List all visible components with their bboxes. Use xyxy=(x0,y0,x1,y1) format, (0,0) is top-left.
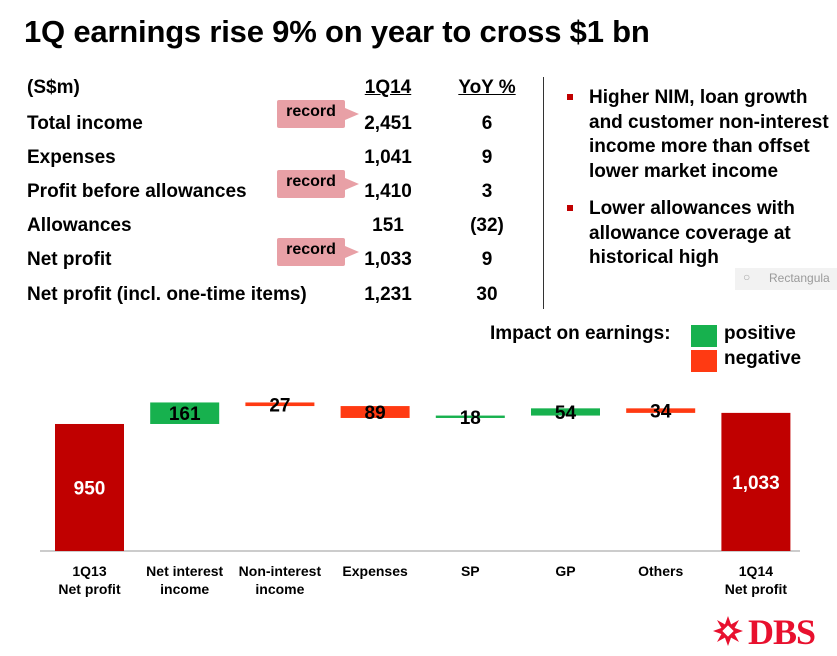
row-label-net-profit-incl-one-time: Net profit (incl. one-time items) xyxy=(27,284,307,305)
legend-swatch-positive xyxy=(691,325,717,347)
divider xyxy=(543,77,544,309)
row-label-profit-before-allowances: Profit before allowances xyxy=(27,181,247,202)
category-label-line: Net profit xyxy=(724,581,787,597)
category-label-line: 1Q14 xyxy=(738,563,774,579)
category-label-7: 1Q14 Net profit xyxy=(701,562,811,598)
row-value-allowances: 151 xyxy=(372,215,404,236)
category-label-line: income xyxy=(255,581,305,597)
ghost-text: Rectangula xyxy=(769,271,830,285)
category-label-3: Expenses xyxy=(320,562,430,580)
row-yoy-expenses: 9 xyxy=(481,147,493,168)
record-callout-profit-before-allowances: record xyxy=(277,170,363,198)
category-label-line: 1Q13 xyxy=(72,563,107,579)
row-value-net-profit: 1,033 xyxy=(364,249,412,270)
row-label-allowances: Allowances xyxy=(27,215,132,236)
legend-title: Impact on earnings: xyxy=(490,323,671,344)
bullet-square-icon xyxy=(567,205,573,211)
category-label-line: SP xyxy=(460,563,480,579)
category-label-line: Non-interest xyxy=(238,563,322,579)
row-label-net-profit: Net profit xyxy=(27,249,112,270)
data-label-4: 18 xyxy=(460,408,481,429)
column-header-1q14: 1Q14 xyxy=(364,77,412,98)
record-callout-net-profit: record xyxy=(277,238,363,266)
data-label-1: 161 xyxy=(169,404,201,425)
category-label-line: GP xyxy=(555,563,576,579)
bar-5 xyxy=(531,408,600,416)
record-callout-total-income: record xyxy=(277,100,363,128)
data-label-7: 1,033 xyxy=(732,473,780,494)
row-label-total-income: Total income xyxy=(27,113,143,134)
legend-label-negative: negative xyxy=(724,348,802,369)
bar-0 xyxy=(55,423,124,551)
dbs-logo: DBS xyxy=(713,612,825,652)
category-label-line: Net profit xyxy=(58,581,121,597)
legend-label-positive: positive xyxy=(724,323,796,344)
bar-2 xyxy=(245,402,315,407)
category-label-0: 1Q13 Net profit xyxy=(35,562,145,598)
data-label-0: 950 xyxy=(74,478,106,499)
highlight-text: Higher NIM, loan growth and customer non… xyxy=(589,87,829,182)
data-label-6: 34 xyxy=(650,402,672,423)
data-label-5: 54 xyxy=(555,403,577,424)
category-label-1: Net interest income xyxy=(130,562,240,598)
row-value-net-profit-incl-one-time: 1,231 xyxy=(364,284,412,305)
category-label-6: Others xyxy=(606,562,716,580)
row-value-total-income: 2,451 xyxy=(364,113,412,134)
record-label: record xyxy=(286,103,336,120)
category-label-line: Net interest xyxy=(146,563,224,579)
highlight-text: Lower allowances with allowance coverage… xyxy=(589,198,795,268)
category-label-5: GP xyxy=(511,562,621,580)
record-label: record xyxy=(286,173,336,190)
category-label-2: Non-interest income xyxy=(225,562,335,598)
row-yoy-net-profit: 9 xyxy=(481,249,493,270)
bar-4 xyxy=(435,415,505,418)
unit-header: (S$m) xyxy=(27,77,80,98)
data-label-3: 89 xyxy=(365,403,386,424)
row-value-expenses: 1,041 xyxy=(364,147,412,168)
row-yoy-allowances: (32) xyxy=(470,215,504,236)
highlights-list: Higher NIM, loan growth and customer non… xyxy=(565,86,833,284)
logo-wordmark: DBS xyxy=(748,612,816,652)
bar-7 xyxy=(721,412,791,551)
highlight-item: Higher NIM, loan growth and customer non… xyxy=(565,86,833,184)
dbs-star-icon xyxy=(713,616,743,646)
row-yoy-profit-before-allowances: 3 xyxy=(481,181,493,202)
callout-arrow-icon xyxy=(345,246,359,258)
category-label-line: Others xyxy=(638,563,684,579)
record-label: record xyxy=(286,241,336,258)
callout-arrow-icon xyxy=(345,108,359,120)
bar-3 xyxy=(340,406,410,418)
bar-6 xyxy=(626,408,696,413)
row-value-profit-before-allowances: 1,410 xyxy=(364,181,412,202)
legend-swatch-negative xyxy=(691,350,717,372)
highlight-item: Lower allowances with allowance coverage… xyxy=(565,197,833,271)
circle-icon: ○ xyxy=(743,270,751,284)
data-label-2: 27 xyxy=(269,395,290,416)
page-title: 1Q earnings rise 9% on year to cross $1 … xyxy=(24,14,650,49)
row-yoy-net-profit-incl-one-time: 30 xyxy=(476,284,498,305)
column-header-yoy: YoY % xyxy=(458,77,516,98)
row-label-expenses: Expenses xyxy=(27,147,116,168)
category-label-line: income xyxy=(160,581,210,597)
bar-1 xyxy=(150,402,220,424)
selection-ghost-label: ○ Rectangula xyxy=(735,268,837,290)
callout-arrow-icon xyxy=(345,178,359,190)
category-label-line: Expenses xyxy=(342,563,408,579)
bullet-square-icon xyxy=(567,94,573,100)
row-yoy-total-income: 6 xyxy=(481,113,493,134)
category-label-4: SP xyxy=(415,562,525,580)
